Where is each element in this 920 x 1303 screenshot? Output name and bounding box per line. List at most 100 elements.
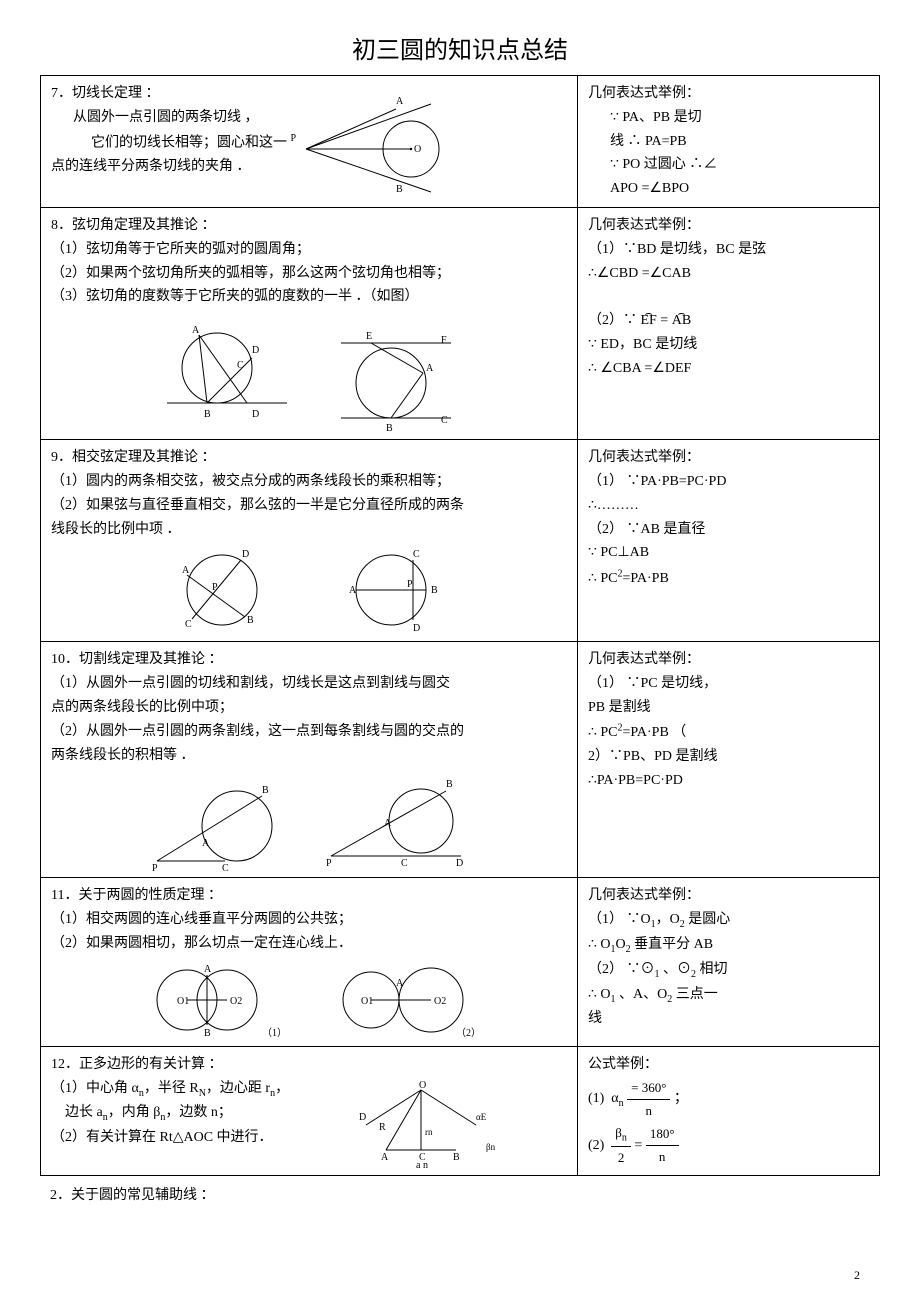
row11-rhtml: （1） ∵O1，O2 是圆心∴ O1O2 垂直平分 AB（2） ∵⊙1 、⊙2 …	[588, 912, 730, 1026]
row11-rtitle: 几何表达式举例：	[588, 888, 700, 903]
table-row: 7．切线长定理 ： 从圆外一点引圆的两条切线 ， 它们的切线长相等；圆心和这一 …	[41, 76, 880, 208]
svg-text:βn: βn	[486, 1142, 496, 1152]
table-row: 12．正多边形的有关计算 ： （1）中心角 αn，半径 RN，边心距 rn， 边…	[41, 1046, 880, 1176]
table-row: 10．切割线定理及其推论 ： （1）从圆外一点引圆的切线和割线，切线长是这点到割…	[41, 642, 880, 878]
row9-rtitle: 几何表达式举例：	[588, 450, 700, 465]
table-row: 8．弦切角定理及其推论 ： （1）弦切角等于它所夹的弧对的圆周角； （2）如果两…	[41, 207, 880, 439]
row7-rtitle: 几何表达式举例：	[588, 86, 700, 101]
svg-text:E: E	[366, 331, 372, 342]
svg-text:P: P	[212, 582, 218, 593]
cell-right-10: 几何表达式举例： （1） ∵PC 是切线，PB 是割线∴ PC2=PA·PB （…	[577, 642, 879, 878]
cell-left-11: 11．关于两圆的性质定理 ： （1）相交两圆的连心线垂直平分两圆的公共弦； （2…	[41, 878, 578, 1046]
cell-left-7: 7．切线长定理 ： 从圆外一点引圆的两条切线 ， 它们的切线长相等；圆心和这一 …	[41, 76, 578, 208]
row10-l1: （1）从圆外一点引圆的切线和割线，切线长是这点到割线与圆交	[51, 676, 450, 691]
cell-left-8: 8．弦切角定理及其推论 ： （1）弦切角等于它所夹的弧对的圆周角； （2）如果两…	[41, 207, 578, 439]
svg-text:A: A	[381, 1152, 389, 1163]
row8-l1: （1）弦切角等于它所夹的弧对的圆周角；	[51, 242, 310, 257]
content-table: 7．切线长定理 ： 从圆外一点引圆的两条切线 ， 它们的切线长相等；圆心和这一 …	[40, 75, 880, 1176]
row10-l3: （2）从圆外一点引圆的两条割线，这一点到每条割线与圆的交点的	[51, 724, 464, 739]
svg-text:a n: a n	[416, 1160, 428, 1170]
svg-text:C: C	[401, 858, 408, 869]
svg-text:（1）: （1）	[262, 1027, 287, 1039]
svg-text:D: D	[413, 623, 420, 634]
svg-text:B: B	[247, 615, 254, 626]
svg-text:A: A	[396, 96, 404, 107]
row9-l3: 线段长的比例中项 ．	[51, 522, 181, 537]
svg-text:rn: rn	[425, 1127, 433, 1137]
svg-text:O1: O1	[177, 996, 189, 1007]
row11-l1: （1）相交两圆的连心线垂直平分两圆的公共弦；	[51, 912, 352, 927]
row7-line3: 点的连线平分两条切线的夹角 ．	[51, 159, 251, 174]
svg-text:C: C	[185, 619, 192, 630]
row10-rtitle: 几何表达式举例：	[588, 652, 700, 667]
diagram-8: A D C B D E F A B C	[51, 313, 567, 433]
svg-text:A: A	[192, 325, 200, 336]
row12-rhtml: (1) αn = 360°n ；(2) βn2 = 180°n	[588, 1091, 688, 1152]
svg-text:B: B	[431, 585, 438, 596]
svg-text:C: C	[441, 415, 448, 426]
svg-text:D: D	[242, 549, 249, 560]
row12-lhtml: （1）中心角 αn，半径 RN，边心距 rn， 边长 an，内角 βn，边数 n…	[51, 1081, 289, 1146]
row7-r2: 线 ∴ PA=PB	[588, 130, 869, 154]
cell-right-12: 公式举例： (1) αn = 360°n ；(2) βn2 = 180°n	[577, 1046, 879, 1176]
row7-title: 7．切线长定理 ：	[51, 86, 160, 101]
row10-rhtml: （1） ∵PC 是切线，PB 是割线∴ PC2=PA·PB （2）∵PB、PD …	[588, 676, 718, 788]
svg-text:A: A	[202, 838, 210, 849]
table-row: 9．相交弦定理及其推论 ： （1）圆内的两条相交弦，被交点分成的两条线段长的乘积…	[41, 440, 880, 642]
row8-l3: （3）弦切角的度数等于它所夹的弧的度数的一半 ．（如图）	[51, 289, 419, 304]
svg-text:O2: O2	[434, 996, 446, 1007]
cell-left-10: 10．切割线定理及其推论 ： （1）从圆外一点引圆的切线和割线，切线长是这点到割…	[41, 642, 578, 878]
svg-text:O: O	[419, 1080, 426, 1091]
svg-text:A: A	[384, 818, 392, 829]
row12-title: 12．正多边形的有关计算 ：	[51, 1057, 223, 1072]
cell-right-7: 几何表达式举例： ∵ PA、PB 是切 线 ∴ PA=PB ∵ PO 过圆心 ∴…	[577, 76, 879, 208]
cell-right-9: 几何表达式举例： （1） ∵PA·PB=PC·PD∴………（2） ∵AB 是直径…	[577, 440, 879, 642]
svg-text:D: D	[252, 345, 259, 356]
cell-right-8: 几何表达式举例： （1）∵BD 是切线，BC 是弦∴∠CBD =∠CAB（2）∵…	[577, 207, 879, 439]
table-row: 11．关于两圆的性质定理 ： （1）相交两圆的连心线垂直平分两圆的公共弦； （2…	[41, 878, 880, 1046]
svg-text:P: P	[152, 863, 158, 871]
svg-text:O: O	[414, 144, 421, 155]
label-P: P	[291, 133, 297, 144]
cell-left-12: 12．正多边形的有关计算 ： （1）中心角 αn，半径 RN，边心距 rn， 边…	[41, 1046, 578, 1176]
svg-text:A: A	[349, 585, 357, 596]
row10-l2: 点的两条线段长的比例中项；	[51, 700, 233, 715]
svg-text:D: D	[252, 409, 259, 420]
svg-text:B: B	[396, 184, 403, 194]
svg-text:B: B	[446, 779, 453, 790]
row9-title: 9．相交弦定理及其推论 ：	[51, 450, 216, 465]
row12-rtitle: 公式举例：	[588, 1057, 658, 1072]
row8-l2: （2）如果两个弦切角所夹的弧相等，那么这两个弦切角也相等；	[51, 266, 450, 281]
svg-text:F: F	[441, 335, 447, 346]
svg-text:O2: O2	[230, 996, 242, 1007]
svg-text:A: A	[396, 978, 404, 989]
svg-text:B: B	[204, 409, 211, 420]
diagram-10: P A B C P A B C D	[51, 771, 567, 871]
row8-rhtml: （1）∵BD 是切线，BC 是弦∴∠CBD =∠CAB（2）∵ EF = AB∵…	[588, 242, 766, 376]
svg-text:B: B	[386, 423, 393, 433]
svg-text:P: P	[407, 579, 413, 590]
row7-r3: ∵ PO 过圆心 ∴∠	[588, 153, 869, 177]
row10-l4: 两条线段长的积相等 ．	[51, 748, 195, 763]
page-number: 2	[854, 1268, 860, 1283]
svg-text:D: D	[359, 1112, 366, 1123]
row11-l2: （2）如果两圆相切，那么切点一定在连心线上．	[51, 936, 352, 951]
row9-rhtml: （1） ∵PA·PB=PC·PD∴………（2） ∵AB 是直径∵ PC⊥AB∴ …	[588, 474, 726, 586]
svg-text:αE: αE	[476, 1112, 487, 1122]
row8-rtitle: 几何表达式举例：	[588, 218, 700, 233]
diagram-9: A D P B C A B C P D	[51, 545, 567, 635]
svg-text:B: B	[204, 1028, 211, 1039]
row9-l1: （1）圆内的两条相交弦，被交点分成的两条线段长的乘积相等；	[51, 474, 450, 489]
svg-text:B: B	[262, 785, 269, 796]
diagram-7: O A B	[301, 94, 461, 194]
row7-r1: ∵ PA、PB 是切	[588, 106, 869, 130]
svg-text:C: C	[222, 863, 229, 871]
svg-text:P: P	[326, 858, 332, 869]
svg-text:C: C	[413, 549, 420, 560]
diagram-12: O D αE R rn A C B βn a n	[331, 1080, 511, 1170]
row9-l2: （2）如果弦与直径垂直相交，那么弦的一半是它分直径所成的两条	[51, 498, 464, 513]
svg-text:（2）: （2）	[456, 1027, 481, 1039]
page-title: 初三圆的知识点总结	[40, 30, 880, 65]
svg-text:B: B	[453, 1152, 460, 1163]
row8-title: 8．弦切角定理及其推论 ：	[51, 218, 216, 233]
